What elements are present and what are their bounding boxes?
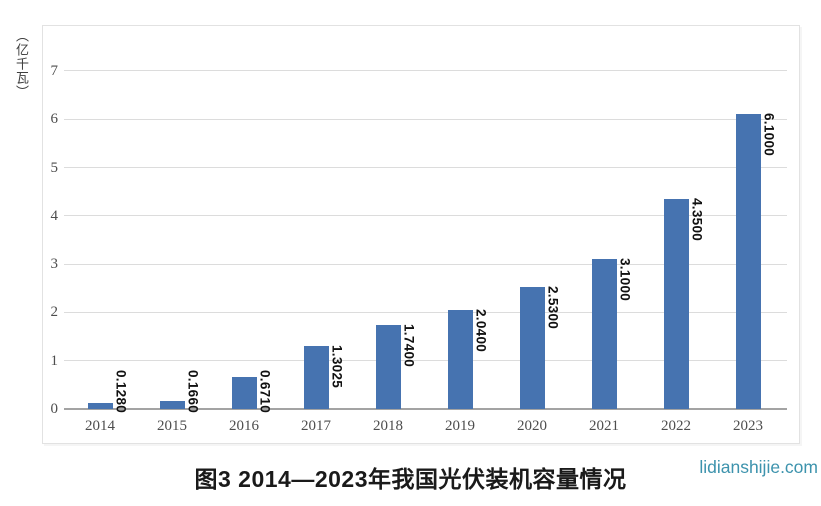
bar-value-label: 0.1280 (113, 370, 129, 414)
bar (591, 259, 617, 409)
bar (447, 310, 473, 409)
bar-value-label: 3.1000 (617, 258, 633, 302)
y-tick-label: 1 (50, 352, 59, 369)
y-gridline (64, 311, 787, 313)
y-gridline (64, 118, 787, 120)
x-tick-label: 2019 (445, 418, 475, 434)
bar-value-label: 2.5300 (545, 285, 561, 329)
y-tick-label: 6 (50, 111, 59, 128)
bar (663, 198, 689, 409)
watermark-text: lidianshijie.com (699, 457, 818, 477)
y-tick-label: 4 (50, 207, 59, 224)
bar (375, 324, 401, 409)
y-gridline (64, 263, 787, 265)
y-tick-label: 5 (50, 159, 59, 176)
bar (303, 346, 329, 409)
y-tick-label: 3 (50, 256, 59, 273)
x-tick-label: 2015 (157, 418, 187, 434)
bar-value-label: 2.0400 (473, 309, 489, 353)
bar-value-label: 1.3025 (329, 345, 345, 389)
y-axis-unit-label: （亿千瓦） (14, 29, 29, 99)
bar-value-label: 0.1660 (185, 370, 201, 414)
bar (519, 286, 545, 409)
x-tick-label: 2014 (85, 418, 115, 434)
bar-value-label: 1.7400 (401, 323, 417, 368)
x-tick-label: 2018 (373, 418, 403, 434)
x-tick-label: 2020 (517, 418, 547, 434)
x-axis-line (64, 408, 787, 410)
bar-value-label: 4.3500 (689, 197, 705, 241)
bar-value-label: 0.6710 (257, 370, 273, 414)
bar (159, 400, 185, 409)
y-gridline (64, 70, 787, 72)
y-tick-label: 2 (50, 304, 59, 321)
bar (735, 114, 761, 409)
chart-title: 图3 2014—2023年我国光伏装机容量情况 (194, 466, 627, 492)
y-gridline (64, 360, 787, 362)
x-tick-label: 2017 (301, 418, 331, 434)
x-tick-label: 2022 (661, 418, 691, 434)
x-tick-label: 2016 (229, 418, 259, 434)
y-tick-label: 0 (50, 401, 59, 417)
y-tick-label: 7 (50, 62, 59, 79)
x-tick-label: 2023 (733, 418, 763, 434)
y-gridline (64, 215, 787, 217)
x-tick-label: 2021 (589, 418, 619, 434)
bar (87, 402, 113, 409)
bar-value-label: 6.1000 (761, 113, 777, 157)
y-gridline (64, 167, 787, 168)
bar (231, 376, 257, 409)
